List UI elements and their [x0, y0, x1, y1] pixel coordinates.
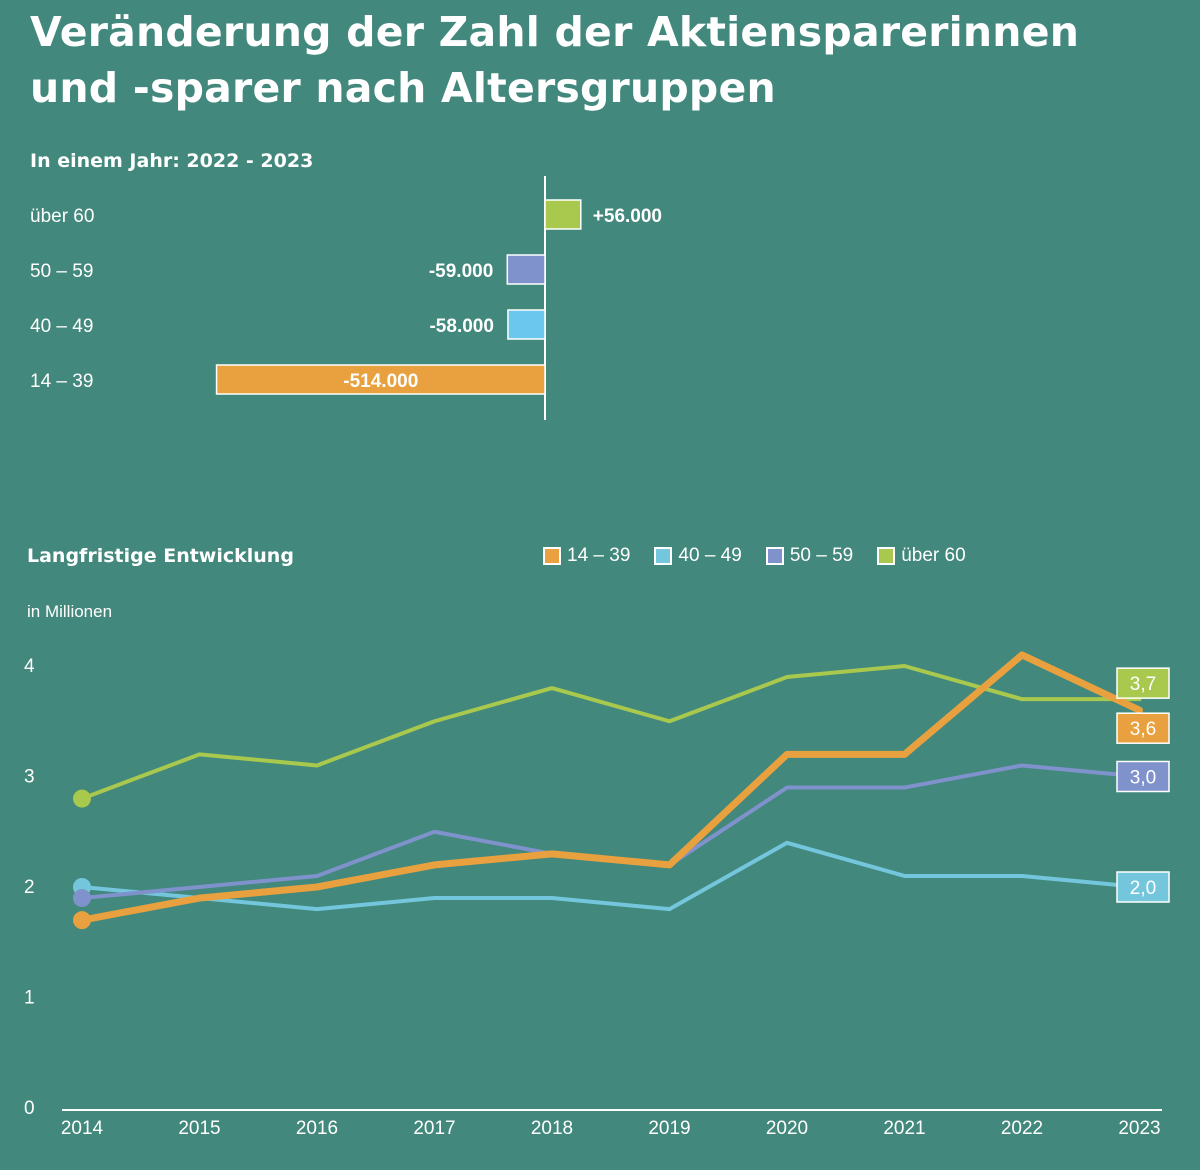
series-line — [78, 651, 1143, 924]
end-value-label: 2,0 — [1130, 878, 1156, 899]
bar-category-label: über 60 — [30, 206, 94, 227]
y-tick-label: 4 — [24, 656, 35, 677]
title-line-1: Veränderung der Zahl der Aktienspar­erin… — [30, 8, 1080, 56]
bar-value-label: -59.000 — [429, 261, 493, 282]
bar-value-label: -58.000 — [429, 316, 493, 337]
bar-category-label: 50 – 59 — [30, 261, 93, 282]
x-tick-label: 2018 — [531, 1118, 573, 1139]
end-value-label: 3,6 — [1130, 719, 1156, 740]
y-tick-label: 1 — [24, 988, 35, 1009]
bar-chart-subtitle: In einem Jahr: 2022 - 2023 — [30, 150, 314, 172]
legend-label: 50 – 59 — [789, 545, 854, 566]
end-value-box — [1116, 760, 1170, 793]
x-tick-label: 2017 — [413, 1118, 455, 1139]
end-value-box — [1116, 871, 1170, 903]
legend-item-ueber-60: über 60 — [877, 545, 966, 567]
series-line — [80, 840, 1142, 912]
legend-swatch — [877, 547, 896, 565]
x-tick-label: 2014 — [61, 1118, 104, 1139]
bar — [215, 364, 546, 395]
x-tick-label: 2021 — [883, 1118, 925, 1139]
end-value-label: 3,0 — [1130, 768, 1156, 789]
x-tick-label: 2020 — [766, 1118, 808, 1139]
y-axis-unit-label: in Millionen — [27, 602, 113, 621]
y-tick-label: 0 — [24, 1098, 35, 1119]
legend-item-50-59: 50 – 59 — [765, 545, 854, 567]
legend-swatch — [654, 547, 673, 565]
legend-item-14-39: 14 – 39 — [543, 545, 630, 567]
legend-swatch — [765, 547, 784, 565]
series-start-point — [73, 789, 91, 808]
series-start-point — [73, 889, 91, 908]
x-tick-label: 2023 — [1118, 1118, 1160, 1139]
end-value-box — [1116, 667, 1170, 699]
bar-category-label: 40 – 49 — [30, 316, 93, 337]
legend-item-40-49: 40 – 49 — [654, 545, 742, 567]
bar-value-label: -514.000 — [343, 371, 418, 392]
end-value-box — [1116, 712, 1170, 744]
x-tick-label: 2022 — [1001, 1118, 1043, 1139]
y-tick-label: 2 — [24, 877, 35, 898]
bar — [507, 309, 546, 340]
series-start-point — [73, 911, 91, 930]
x-tick-label: 2015 — [178, 1118, 220, 1139]
series-line — [80, 763, 1142, 901]
legend-label: 40 – 49 — [678, 545, 742, 566]
legend-label: über 60 — [901, 545, 966, 566]
x-tick-label: 2019 — [648, 1118, 690, 1139]
title-line-2: und -sparer nach Altersgruppen — [30, 64, 776, 112]
legend-label: 14 – 39 — [567, 545, 631, 566]
bar — [506, 254, 546, 285]
y-tick-label: 3 — [24, 767, 35, 788]
line-chart-subtitle: Langfristige Entwicklung — [27, 545, 294, 567]
bar-value-label: +56.000 — [593, 206, 662, 227]
bar-category-label: 14 – 39 — [30, 371, 93, 392]
legend-swatch — [543, 547, 561, 565]
chart-title: Veränderung der Zahl der Aktienspar­erin… — [30, 4, 1180, 116]
line-chart-legend: 14 – 39 40 – 49 50 – 59 über 60 — [543, 545, 966, 567]
end-value-label: 3,7 — [1130, 674, 1156, 695]
bar — [544, 199, 582, 230]
series-line — [80, 664, 1142, 801]
x-tick-label: 2016 — [296, 1118, 338, 1139]
